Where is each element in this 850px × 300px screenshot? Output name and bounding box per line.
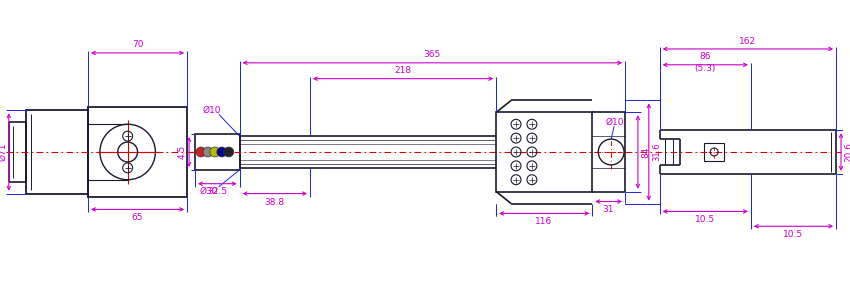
Bar [26, 110, 88, 194]
Text: (5.3): (5.3) [694, 64, 716, 73]
Text: 38.8: 38.8 [264, 198, 285, 207]
Text: 365: 365 [423, 50, 440, 59]
Bar [88, 107, 187, 196]
Text: 86: 86 [700, 52, 711, 62]
Bar [705, 143, 724, 161]
Text: 4.5: 4.5 [178, 145, 187, 159]
Text: 31.6: 31.6 [652, 143, 661, 161]
Bar [195, 134, 240, 170]
Text: 218: 218 [394, 66, 411, 75]
Text: 65: 65 [132, 213, 144, 222]
Text: 31: 31 [603, 205, 614, 214]
Text: 70: 70 [132, 40, 144, 50]
Text: Ø30: Ø30 [200, 187, 218, 196]
Circle shape [224, 147, 234, 157]
Circle shape [203, 147, 212, 157]
Text: 10.5: 10.5 [784, 230, 803, 239]
Text: Ø71: Ø71 [0, 143, 8, 161]
Text: Ø10: Ø10 [202, 106, 221, 115]
Text: 20.6: 20.6 [844, 142, 850, 162]
Text: 32.5: 32.5 [207, 187, 227, 196]
Text: 10.5: 10.5 [695, 215, 716, 224]
Text: 84: 84 [642, 146, 650, 158]
Circle shape [210, 147, 220, 157]
Text: 162: 162 [740, 37, 756, 46]
Bar [496, 112, 592, 192]
Circle shape [196, 147, 206, 157]
Text: 116: 116 [536, 217, 552, 226]
Text: Ø10: Ø10 [606, 118, 625, 127]
Circle shape [217, 147, 227, 157]
